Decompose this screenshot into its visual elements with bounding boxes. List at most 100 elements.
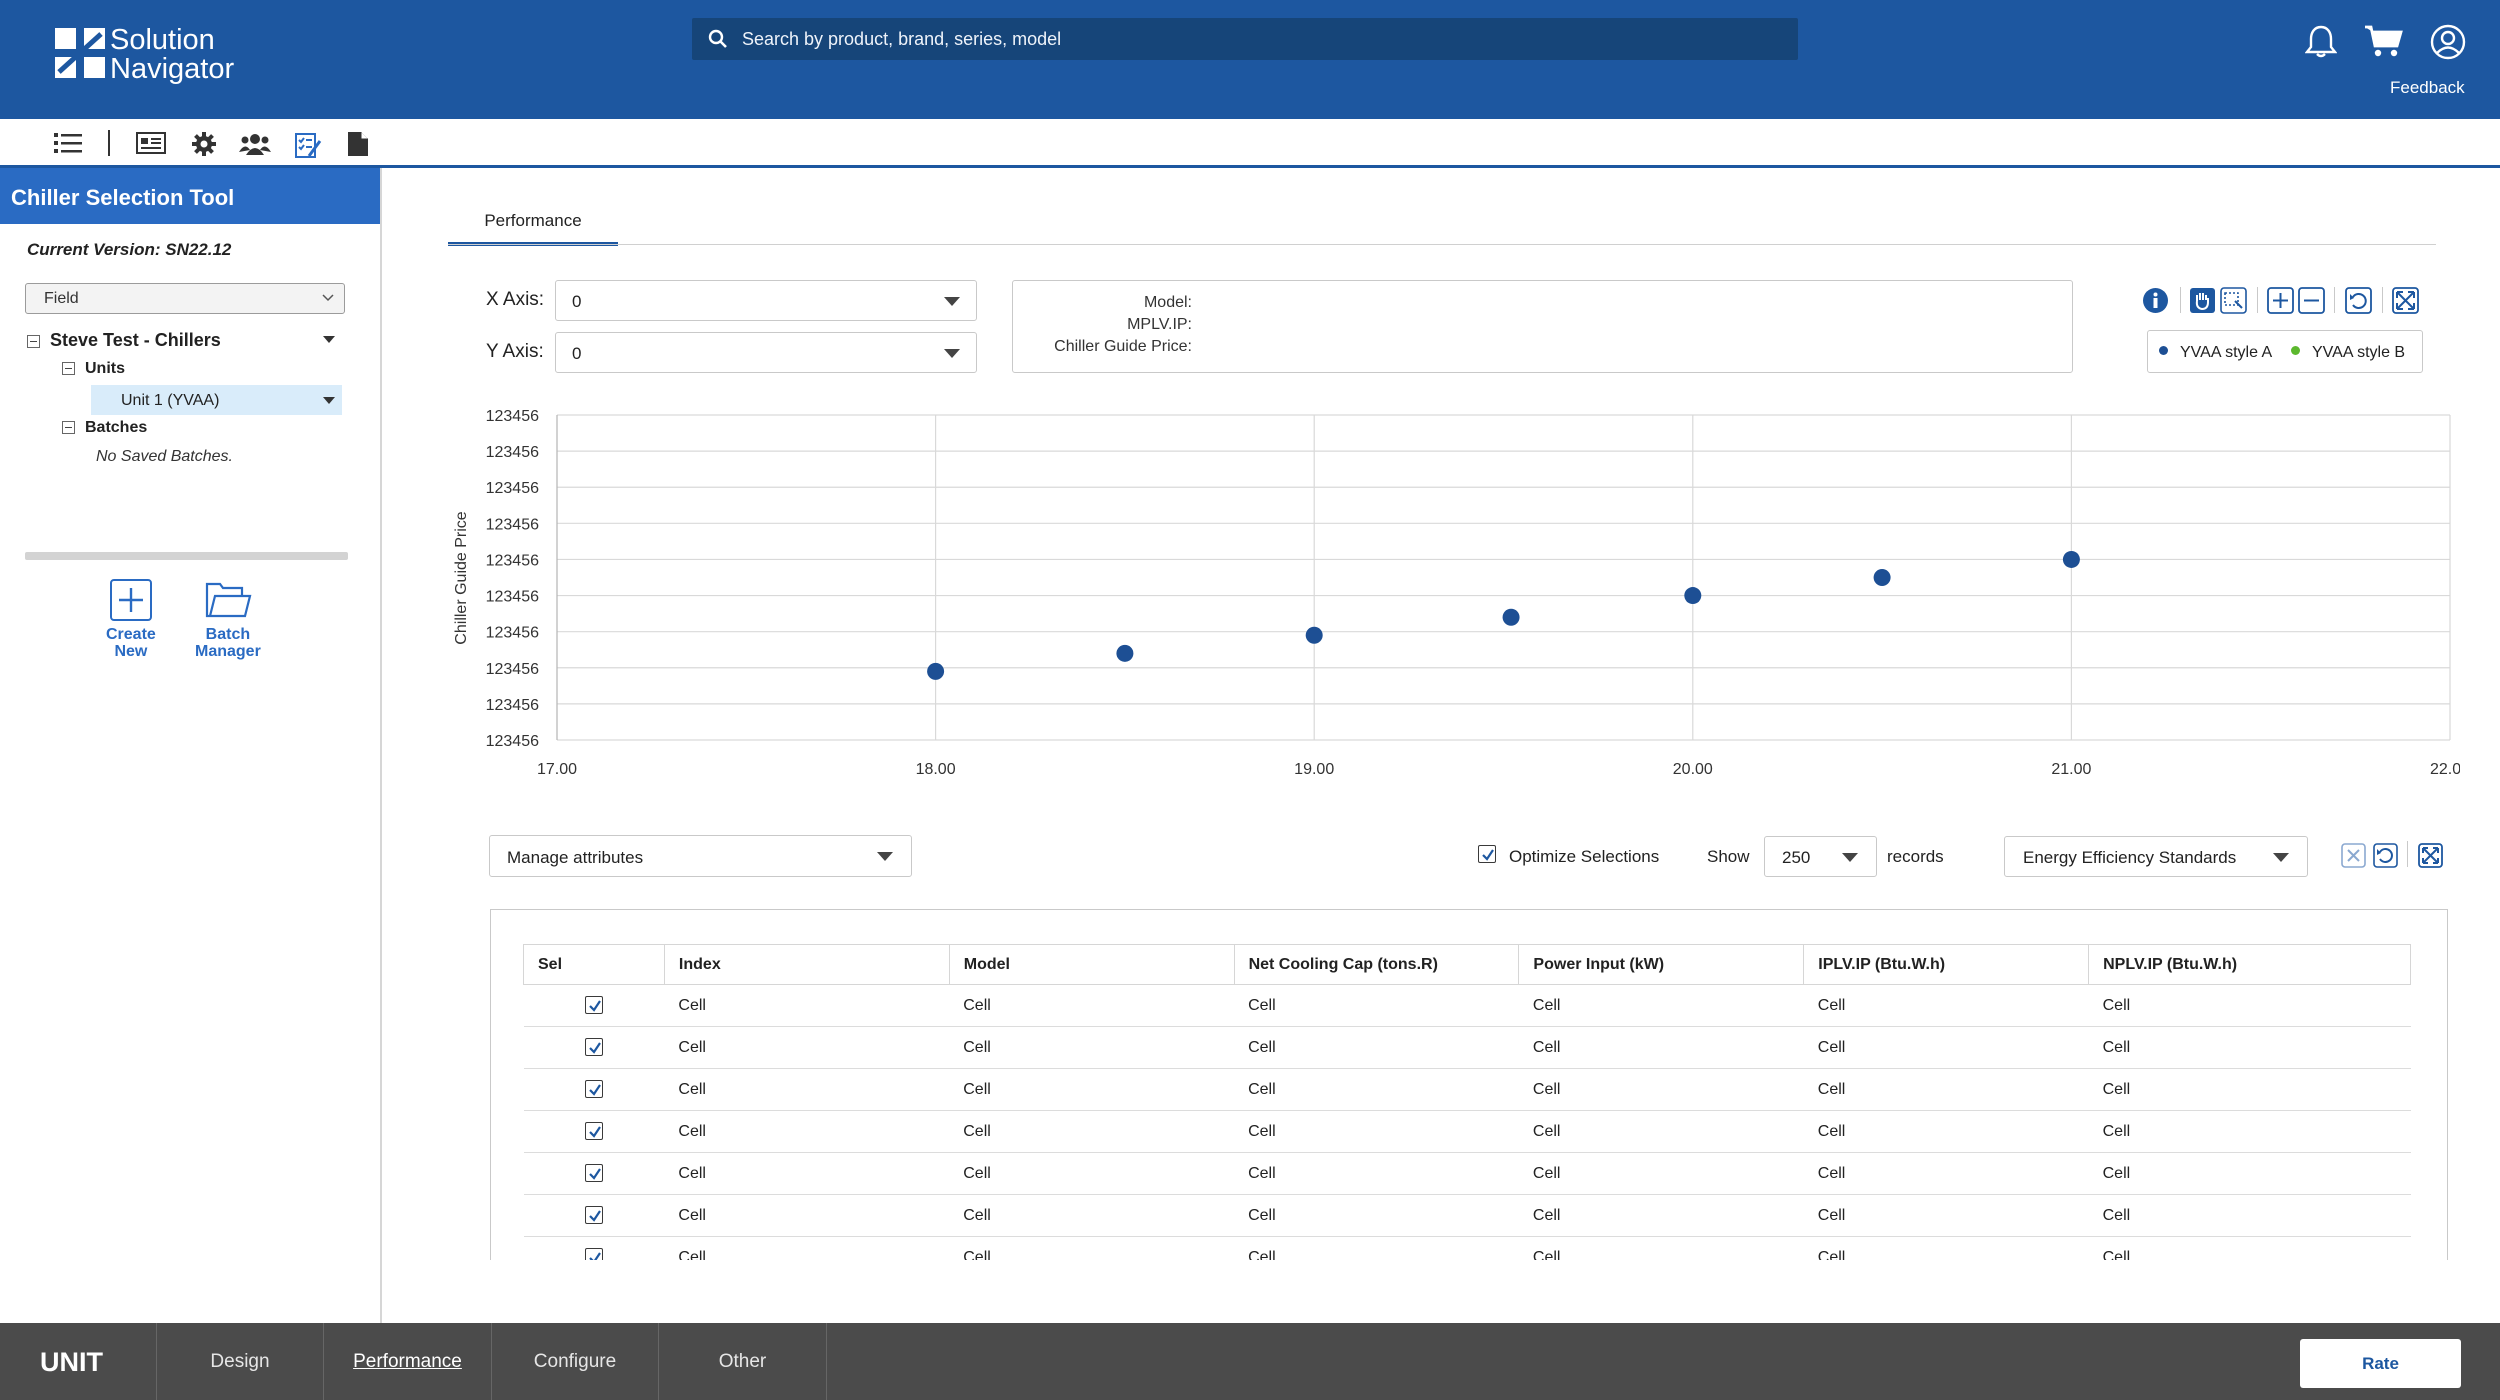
collapse-icon[interactable]: [27, 334, 40, 348]
x-tick-label: 17.00: [537, 761, 577, 778]
tree-project[interactable]: Steve Test - Chillers: [27, 330, 347, 356]
table-row[interactable]: Cell Cell Cell Cell Cell Cell: [523, 1194, 2411, 1237]
gear-icon[interactable]: [191, 131, 217, 157]
scatter-chart[interactable]: Chiller Guide Price 12345612345612345612…: [440, 400, 2460, 800]
y-tick-label: 123456: [486, 516, 539, 533]
table-cell: Cell: [1234, 984, 1519, 1027]
col-header-power-input[interactable]: Power Input (kW): [1518, 944, 1805, 985]
col-header-sel[interactable]: Sel: [523, 944, 665, 985]
table-row[interactable]: Cell Cell Cell Cell Cell Cell: [523, 1152, 2411, 1195]
results-table: Sel Index Model Net Cooling Cap (tons.R)…: [523, 944, 2411, 1260]
field-select[interactable]: Field: [25, 283, 345, 314]
reset-icon[interactable]: [2345, 287, 2372, 314]
x-axis-label: X Axis:: [486, 289, 545, 310]
x-tick-label: 22.00: [2430, 761, 2460, 778]
row-checkbox[interactable]: [584, 1080, 603, 1099]
col-header-iplv[interactable]: IPLV.IP (Btu.W.h): [1803, 944, 2090, 985]
legend-item-style-b[interactable]: YVAA style B: [2291, 344, 2405, 362]
y-tick-label: 123456: [486, 480, 539, 497]
x-axis-select[interactable]: 0: [555, 280, 977, 321]
toolbar: [0, 119, 2500, 168]
bottom-tab-configure[interactable]: Configure: [492, 1323, 659, 1400]
info-mplv-label: MPLV.IP:: [1127, 316, 1192, 333]
manage-attributes-select[interactable]: Manage attributes: [489, 835, 912, 877]
search-input[interactable]: [742, 18, 1782, 60]
row-checkbox[interactable]: [584, 1038, 603, 1057]
col-header-index[interactable]: Index: [663, 944, 950, 985]
zoom-in-icon[interactable]: [2267, 287, 2294, 314]
cart-icon[interactable]: [2364, 24, 2404, 58]
fit-screen-icon[interactable]: [2392, 287, 2419, 314]
batch-manager-button[interactable]: Batch Manager: [195, 578, 261, 660]
table-row[interactable]: Cell Cell Cell Cell Cell Cell: [523, 984, 2411, 1027]
y-axis-select[interactable]: 0: [555, 332, 977, 373]
tree-unit-item[interactable]: Unit 1 (YVAA): [91, 385, 342, 415]
table-cell: Cell: [1518, 1194, 1804, 1237]
row-checkbox[interactable]: [584, 1122, 603, 1141]
checkmark-icon: [589, 1210, 601, 1223]
collapse-icon[interactable]: [62, 421, 75, 435]
table-cell: Cell: [2088, 1236, 2411, 1260]
row-checkbox[interactable]: [584, 996, 603, 1015]
row-select-cell: [523, 1194, 665, 1237]
search-bar: [692, 18, 1798, 60]
zoom-out-icon[interactable]: [2298, 287, 2325, 314]
col-header-net-cooling-cap[interactable]: Net Cooling Cap (tons.R): [1233, 944, 1520, 985]
bottom-tab-design[interactable]: Design: [157, 1323, 324, 1400]
row-checkbox[interactable]: [584, 1248, 603, 1260]
table-cell: Cell: [2088, 1026, 2411, 1069]
records-count-select[interactable]: 250: [1764, 836, 1877, 877]
bottom-tab-other[interactable]: Other: [659, 1323, 827, 1400]
table-row[interactable]: Cell Cell Cell Cell Cell Cell: [523, 1026, 2411, 1069]
bottom-tab-performance[interactable]: Performance: [324, 1323, 492, 1400]
table-cell: Cell: [2088, 984, 2411, 1027]
data-point: [1502, 608, 1520, 626]
caret-down-icon[interactable]: [323, 336, 335, 344]
standards-select[interactable]: Energy Efficiency Standards: [2004, 836, 2308, 877]
table-row[interactable]: Cell Cell Cell Cell Cell Cell: [523, 1236, 2411, 1260]
data-point: [1873, 569, 1891, 586]
info-icon[interactable]: [2142, 287, 2169, 314]
x-tick-label: 21.00: [2051, 761, 2091, 778]
refresh-icon[interactable]: [2373, 843, 2398, 868]
row-checkbox[interactable]: [584, 1164, 603, 1183]
expand-table-icon[interactable]: [2418, 843, 2443, 868]
pan-hand-icon[interactable]: [2189, 287, 2216, 314]
create-new-button[interactable]: Create New: [106, 578, 156, 660]
tab-performance[interactable]: Performance: [448, 200, 618, 246]
row-select-cell: [523, 1110, 665, 1153]
y-tick-label: 123456: [486, 444, 539, 461]
bell-icon[interactable]: [2305, 24, 2337, 58]
rate-button[interactable]: Rate: [2300, 1339, 2461, 1388]
unit-label: UNIT: [0, 1323, 157, 1400]
box-select-icon[interactable]: [2220, 287, 2247, 314]
toolbar-divider: [108, 130, 110, 156]
row-checkbox[interactable]: [584, 1206, 603, 1225]
tree-units[interactable]: Units: [62, 360, 125, 378]
folder-icon: [205, 582, 252, 618]
tree-batches[interactable]: Batches: [62, 419, 147, 437]
table-row[interactable]: Cell Cell Cell Cell Cell Cell: [523, 1110, 2411, 1153]
checklist-icon[interactable]: [294, 131, 322, 159]
list-icon[interactable]: [54, 131, 82, 155]
table-cell: Cell: [1803, 1236, 2089, 1260]
caret-down-icon[interactable]: [323, 397, 335, 405]
legend-item-style-a[interactable]: YVAA style A: [2159, 344, 2272, 362]
data-point: [2062, 550, 2080, 568]
optimize-selections-checkbox[interactable]: [1478, 845, 1496, 863]
brand-name: Solution Navigator: [110, 24, 235, 85]
table-row[interactable]: Cell Cell Cell Cell Cell Cell: [523, 1068, 2411, 1111]
user-icon[interactable]: [2430, 24, 2466, 60]
col-header-model[interactable]: Model: [948, 944, 1235, 985]
records-label: records: [1887, 847, 1944, 866]
feedback-link[interactable]: Feedback: [2390, 78, 2465, 97]
clear-filter-icon[interactable]: [2341, 843, 2366, 868]
sidebar-scrollbar[interactable]: [25, 552, 348, 560]
collapse-icon[interactable]: [62, 362, 75, 376]
show-label: Show: [1707, 847, 1750, 866]
document-icon[interactable]: [347, 131, 369, 157]
table-cell: Cell: [1518, 1152, 1804, 1195]
catalog-icon[interactable]: [136, 131, 166, 155]
col-header-nplv[interactable]: NPLV.IP (Btu.W.h): [2088, 944, 2411, 985]
users-icon[interactable]: [239, 131, 271, 157]
